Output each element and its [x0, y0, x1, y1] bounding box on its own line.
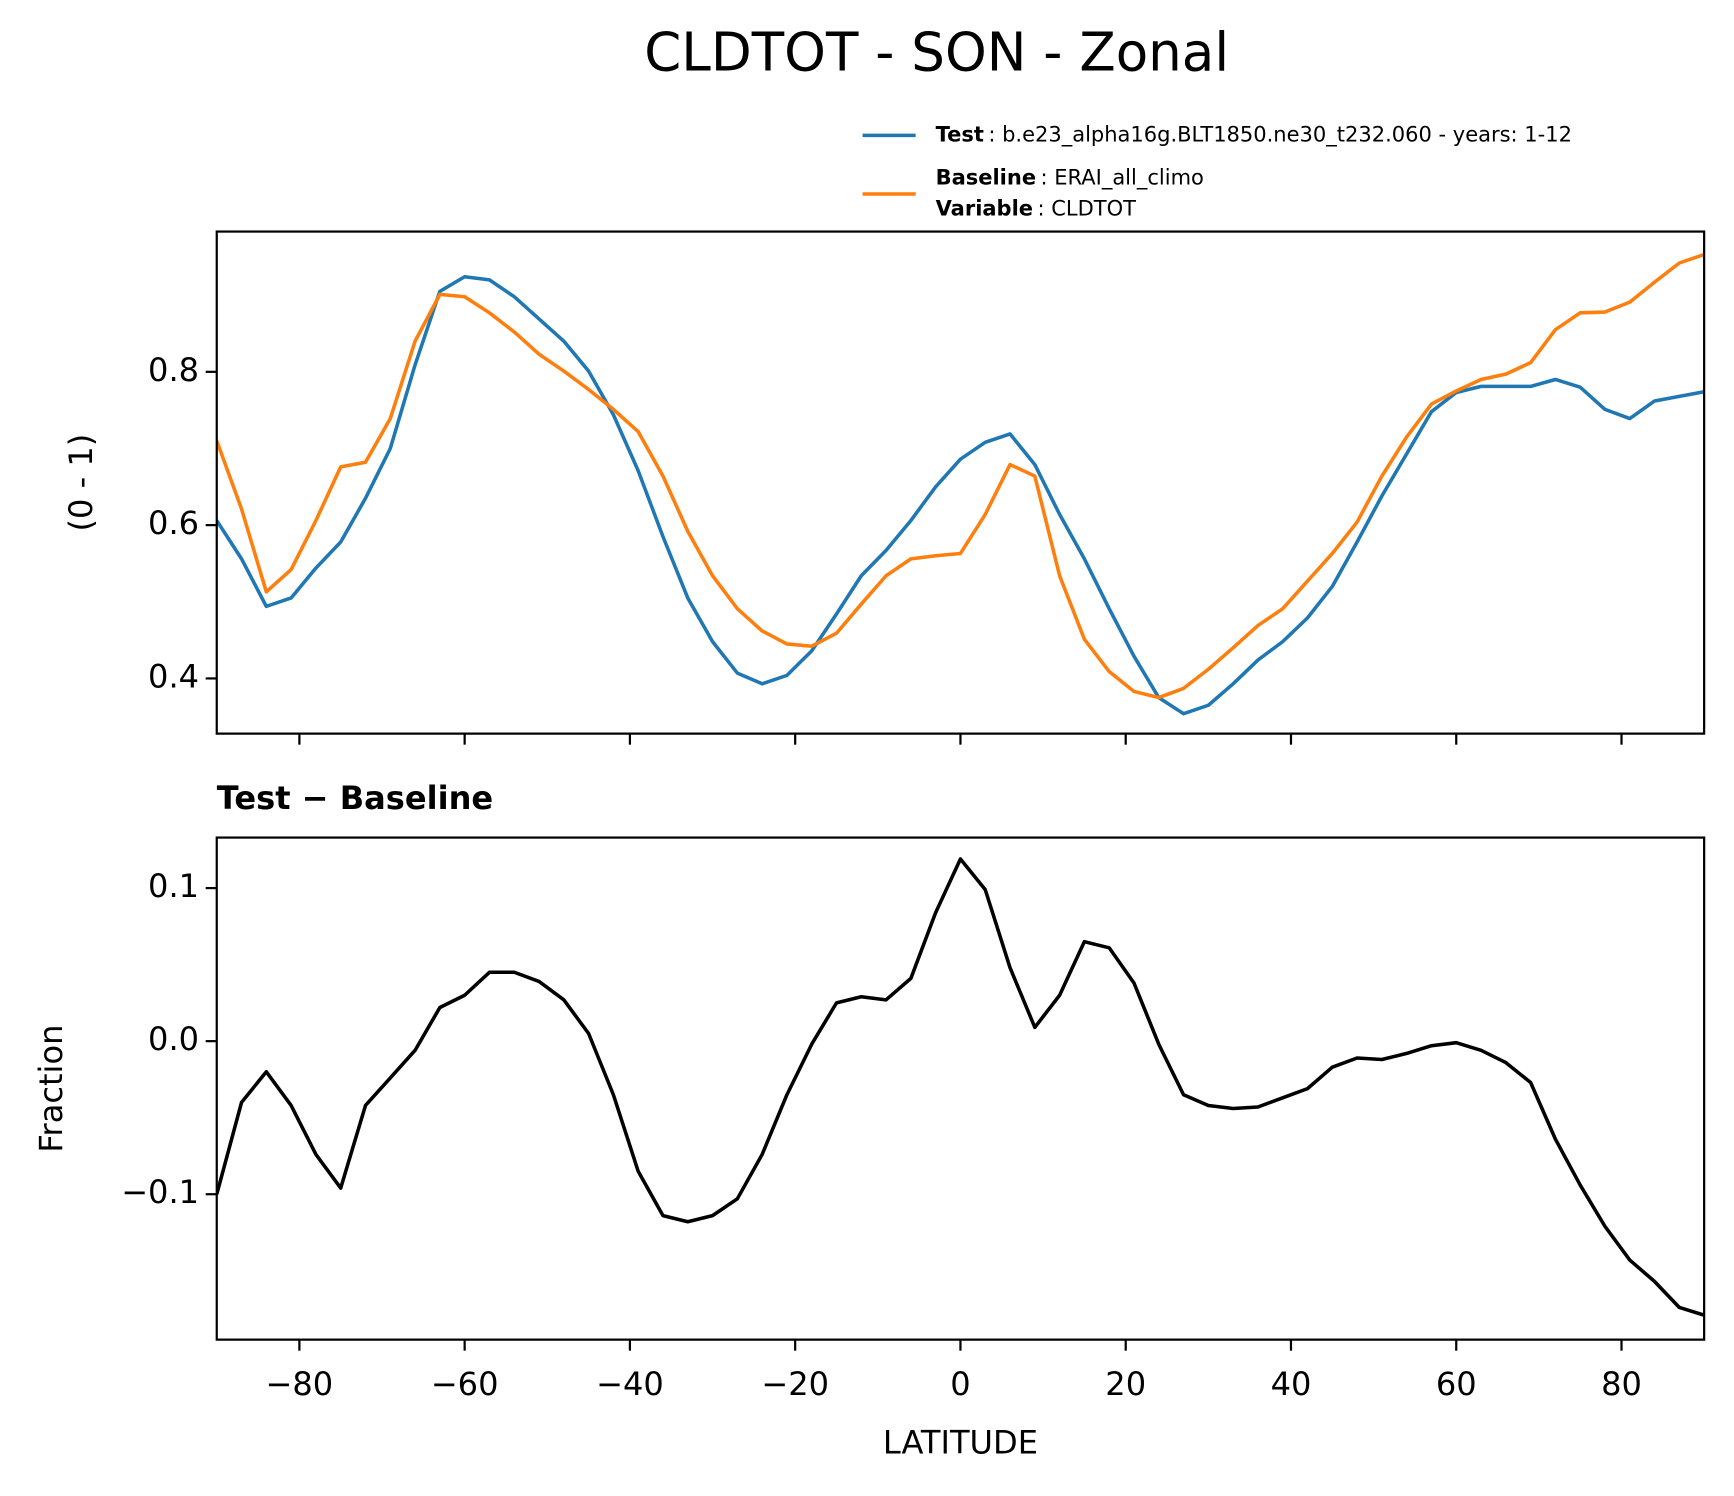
x-tick-label: 20	[1105, 1365, 1146, 1403]
x-axis-label: LATITUDE	[883, 1424, 1038, 1462]
legend-detail: : b.e23_alpha16g.BLT1850.ne30_t232.060 -…	[988, 121, 1572, 147]
axes-frame	[215, 230, 1706, 735]
y-tick-label: 0.0	[148, 1020, 199, 1058]
x-tick-label: −40	[596, 1365, 664, 1403]
x-tick-label: 80	[1601, 1365, 1642, 1403]
legend-entry: Test: b.e23_alpha16g.BLT1850.ne30_t232.0…	[936, 121, 1572, 147]
y-tick-label: 0.6	[148, 504, 199, 542]
y-tick-label: 0.8	[148, 351, 199, 389]
legend-entry: Variable: CLDTOT	[936, 195, 1137, 220]
x-tick-label: −80	[266, 1365, 334, 1403]
figure-title: CLDTOT - SON - Zonal	[644, 21, 1229, 83]
data-line	[216, 857, 1705, 1317]
x-tick-label: 0	[950, 1365, 970, 1403]
legend-entry: Baseline: ERAI_all_climo	[936, 164, 1204, 190]
data-line	[216, 252, 1705, 700]
y-tick-label: 0.1	[148, 867, 199, 905]
x-tick-label: −60	[431, 1365, 499, 1403]
y-tick-label: −0.1	[121, 1173, 199, 1211]
subplot-title: Test − Baseline	[217, 779, 493, 817]
y-tick-label: 0.4	[148, 657, 199, 695]
x-tick-label: 40	[1271, 1365, 1312, 1403]
axes-frame	[215, 836, 1706, 1341]
x-tick-label: 60	[1436, 1365, 1477, 1403]
x-tick-label: −20	[761, 1365, 829, 1403]
legend-name: Test	[936, 121, 984, 146]
y-axis-label: Fraction	[32, 1025, 70, 1153]
legend-detail: : ERAI_all_climo	[1041, 164, 1204, 190]
legend-name: Baseline	[936, 164, 1037, 189]
legend-detail: : CLDTOT	[1037, 195, 1136, 220]
y-axis-label: (0 - 1)	[62, 434, 100, 532]
legend-name: Variable	[936, 195, 1033, 220]
